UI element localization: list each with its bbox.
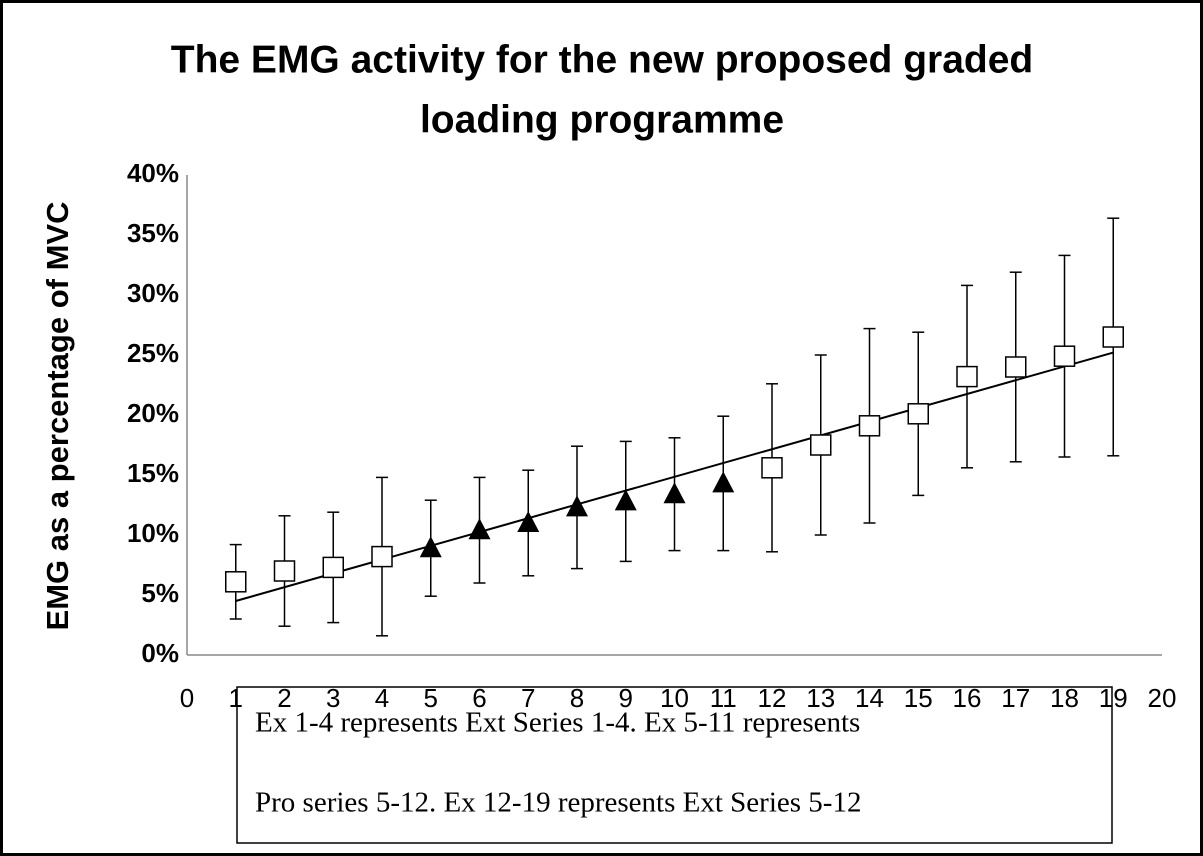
- point: [468, 518, 491, 540]
- point: [712, 471, 735, 493]
- chart-title: loading programme: [420, 98, 784, 141]
- point: [1102, 326, 1124, 348]
- x-tick-label: 14: [855, 683, 884, 713]
- note-box: [236, 686, 1113, 844]
- note-text: Ex 1-4 represents Ext Series 1-4. Ex 5-1…: [255, 707, 860, 739]
- x-tick-label: 18: [1050, 683, 1079, 713]
- point: [663, 482, 686, 504]
- x-tick-label: 10: [660, 683, 689, 713]
- x-tick-label: 16: [953, 683, 982, 713]
- x-tick-label: 13: [806, 683, 835, 713]
- y-tick-label: 35%: [127, 218, 179, 248]
- x-tick-label: 6: [472, 683, 486, 713]
- point: [956, 365, 978, 388]
- y-tick-label: 5%: [141, 578, 179, 608]
- y-tick-label: 30%: [127, 278, 179, 308]
- point: [1053, 345, 1076, 367]
- y-tick-label: 40%: [127, 158, 179, 188]
- x-tick-label: 1: [229, 683, 243, 713]
- y-tick-label: 0%: [141, 638, 179, 668]
- point: [517, 511, 540, 532]
- chart-title: The EMG activity for the new proposed gr…: [171, 38, 1033, 81]
- x-tick-label: 20: [1148, 683, 1177, 713]
- y-tick-label: 20%: [127, 398, 179, 428]
- x-tick-label: 19: [1099, 683, 1128, 713]
- point: [614, 489, 637, 511]
- x-tick-label: 3: [326, 683, 340, 713]
- x-tick-label: 11: [710, 683, 737, 713]
- point: [419, 536, 442, 558]
- point: [1005, 356, 1027, 378]
- x-tick-label: 9: [619, 683, 633, 713]
- y-axis-label: EMG as a percentage of MVC: [40, 202, 75, 631]
- point: [273, 560, 296, 582]
- point: [810, 434, 832, 456]
- x-tick-label: 2: [277, 683, 291, 713]
- x-tick-label: 0: [180, 683, 194, 713]
- x-tick-label: 17: [1001, 683, 1030, 713]
- y-tick-label: 25%: [127, 338, 179, 368]
- y-tick-label: 15%: [127, 458, 179, 488]
- point: [225, 571, 247, 593]
- x-tick-label: 15: [904, 683, 933, 713]
- point: [322, 556, 344, 579]
- x-tick-label: 5: [424, 683, 438, 713]
- note-text: Pro series 5-12. Ex 12-19 represents Ext…: [255, 787, 861, 819]
- point: [566, 495, 588, 517]
- x-tick-label: 12: [758, 683, 787, 713]
- x-tick-label: 7: [521, 683, 535, 713]
- point: [371, 545, 393, 568]
- point: [761, 457, 783, 479]
- point: [907, 403, 929, 425]
- point: [858, 415, 881, 437]
- y-tick-label: 10%: [127, 518, 179, 548]
- x-tick-label: 4: [375, 683, 389, 713]
- x-tick-label: 8: [570, 683, 584, 713]
